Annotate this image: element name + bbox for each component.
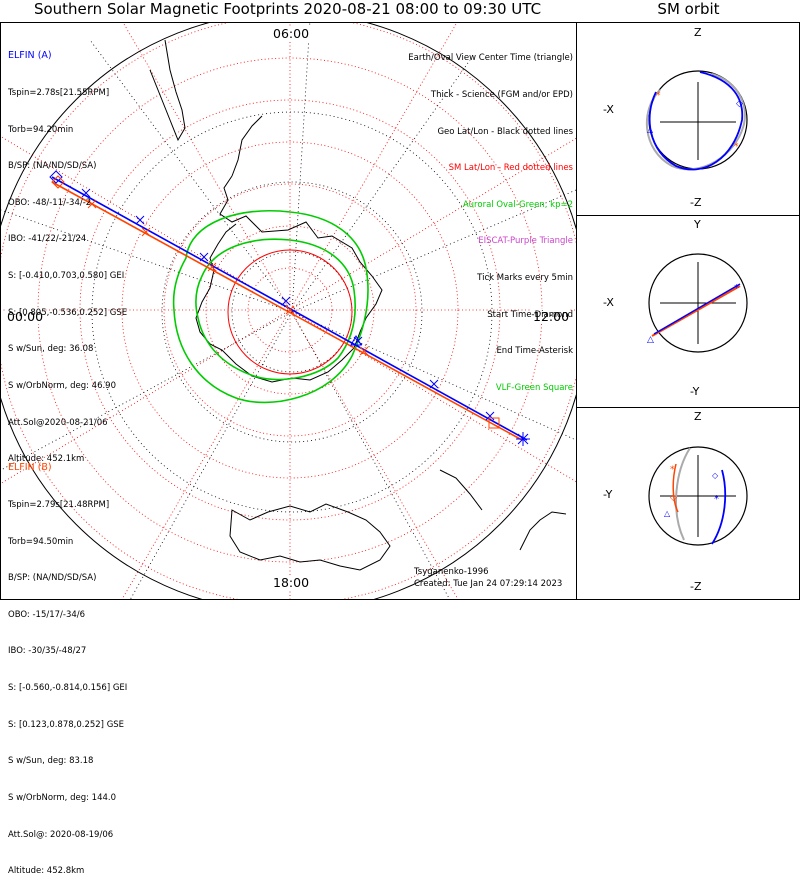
elfin-b-line: S w/OrbNorm, deg: 144.0 [8,792,117,803]
orbit-xy-left-label: -X [603,296,614,309]
elfin-b-ticks [87,199,369,356]
elfin-b-line: Att.Sol@: 2020-08-19/06 [8,829,114,840]
start-diamond-a [49,170,63,184]
elfin-b-line: B/SP: (NA/ND/SD/SA) [8,573,97,584]
sm-pole-circle [227,249,353,375]
orbit-yz-bottom-label: -Z [690,580,702,593]
orbit-xz-top-label: Z [694,26,702,39]
orbit-title: SM orbit [657,0,720,18]
elfin-a-line: Torb=94.20min [8,124,74,135]
view-triangle-a [350,334,362,346]
south-america-coast [149,39,186,142]
elfin-a-info: ELFIN (A) Tspin=2.78s[21.55RPM] Torb=94.… [8,26,127,478]
svg-text:*: * [734,142,739,152]
svg-text:△: △ [647,125,654,134]
elfin-a-line: S w/Sun, deg: 36.08 [8,344,94,355]
legend-item: End Time-Asterisk [496,346,573,357]
newzealand-coast [439,469,483,511]
elfin-a-line: S: [0.805,-0.536,0.252] GSE [8,307,128,318]
elfin-a-line: OBO: -48/-11/-34/-2 [8,197,92,208]
elfin-b-line: S w/Sun, deg: 83.18 [8,756,94,767]
svg-text:△: △ [647,335,654,345]
orbit-plot-xy: △ * [647,253,748,353]
elfin-b-line: S: [-0.560,-0.814,0.156] GEI [8,683,128,694]
antarctic-peninsula [231,115,263,177]
elfin-a-line: Tspin=2.78s[21.55RPM] [8,88,110,99]
elfin-b-line: Altitude: 452.8km [8,866,85,877]
elfin-a-track [51,176,528,441]
svg-text:◇: ◇ [670,493,677,503]
model-credit: Tsyganenko-1996 [414,567,489,577]
orbit-xz-left-label: -X [603,103,614,116]
orbit-xz-bottom-label: -Z [690,196,702,209]
legend-item: Geo Lat/Lon - Black dotted lines [437,126,573,137]
elfin-a-line: S w/OrbNorm, deg: 46.90 [8,380,117,391]
orbit-yz-left-label: -Y [603,488,613,501]
geo-grid [1,23,576,599]
elfin-a-line: IBO: -41/22/-21/24 [8,234,87,245]
svg-text:◇: ◇ [736,99,743,109]
elfin-a-line: Att.Sol@2020-08-21/06 [8,417,108,428]
svg-text:*: * [670,465,675,475]
orbit-xy-bottom-label: -Y [690,385,700,398]
mlt-label-left: 00:00 [6,309,45,324]
elfin-b-line: S: [0.123,0.878,0.252] GSE [8,719,125,730]
legend-item: SM Lat/Lon - Red dotted lines [448,163,573,174]
svg-text:*: * [734,283,739,294]
orbit-xy-top-label: Y [694,218,701,231]
legend-item: Thick - Science (FGM and/or EPD) [430,90,573,101]
polar-map [1,23,576,599]
legend-item: Auroral Oval-Green, kp=2 [462,199,573,210]
elfin-a-line: S: [-0.410,0.703,0.580] GEI [8,271,125,282]
africa-coast [519,511,567,551]
orbit-plot-yz: * ◇ * △ ◇ [648,446,748,546]
elfin-a-line: Altitude: 452.1km [8,454,85,465]
legend-item: VLF-Green Square [495,382,573,393]
elfin-a-line: B/SP: (NA/ND/SD/SA) [8,161,97,172]
map-title: Southern Solar Magnetic Footprints 2020-… [33,0,542,18]
australia-coast [229,503,391,571]
orbit-plot-xz: * ◇ * △ [645,70,748,171]
mlt-label-bottom: 18:00 [272,575,311,590]
svg-text:*: * [714,494,719,505]
orbit-yz-top-label: Z [694,410,702,423]
legend-item: Start Time-Diamond [487,309,573,320]
legend-item: Earth/Oval View Center Time (triangle) [408,53,573,64]
orbit-plots: * ◇ * △ △ * * ◇ * △ ◇ [645,70,748,546]
elfin-a-header: ELFIN (A) [8,50,52,62]
start-diamond-b [51,175,65,189]
elfin-b-line: Torb=94.50min [8,536,74,547]
elfin-b-track [51,181,523,441]
legend-item: EISCAT-Purple Triangle [478,236,573,247]
elfin-b-header: ELFIN (B) [8,462,52,474]
mlt-label-top: 06:00 [272,26,311,41]
elfin-b-line: OBO: -15/17/-34/6 [8,609,86,620]
legend: Earth/Oval View Center Time (triangle) T… [408,28,573,406]
svg-text:◇: ◇ [712,471,719,480]
created-timestamp: Created: Tue Jan 24 07:29:14 2023 [414,579,563,589]
auroral-oval-outer [172,210,369,404]
legend-item: Tick Marks every 5min [477,273,573,284]
auroral-oval-inner [195,238,357,381]
svg-text:*: * [656,91,661,101]
end-square-b [488,417,500,429]
svg-text:△: △ [664,509,671,518]
elfin-b-line: IBO: -30/35/-48/27 [8,646,87,657]
mlt-label-right: 12:00 [532,309,571,324]
elfin-b-line: Tspin=2.79s[21.48RPM] [8,500,110,511]
